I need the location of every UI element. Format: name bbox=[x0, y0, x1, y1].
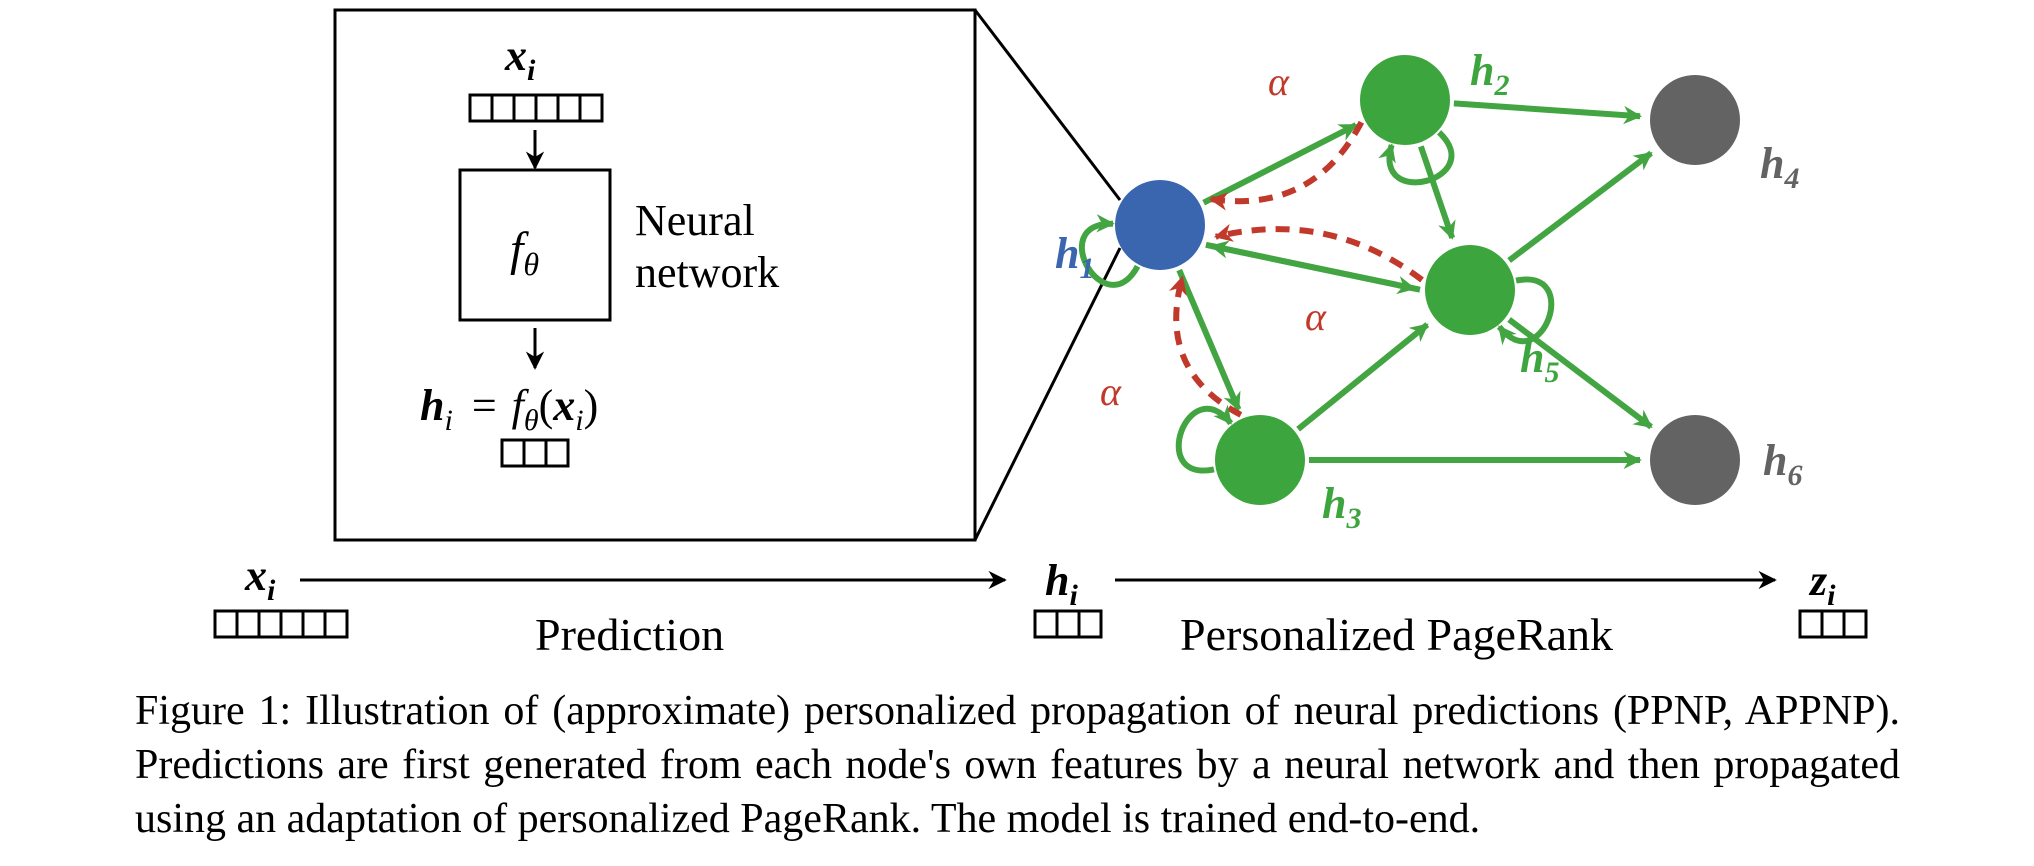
graph-node bbox=[1650, 415, 1740, 505]
svg-text:h5: h5 bbox=[1520, 333, 1559, 389]
edge bbox=[1298, 325, 1427, 430]
edge bbox=[1212, 246, 1420, 290]
edge bbox=[1421, 146, 1452, 238]
svg-text:α: α bbox=[1305, 294, 1327, 339]
svg-text:xi: xi bbox=[244, 551, 276, 607]
svg-text:h4: h4 bbox=[1760, 139, 1799, 195]
svg-text:h3: h3 bbox=[1322, 479, 1361, 535]
prediction-label: Prediction bbox=[535, 609, 724, 660]
nn-function-box bbox=[460, 170, 610, 320]
svg-text:network: network bbox=[635, 248, 779, 297]
graph-node bbox=[1425, 245, 1515, 335]
svg-text:hi: hi bbox=[1045, 556, 1078, 612]
svg-text:α: α bbox=[1100, 369, 1122, 414]
graph-node bbox=[1360, 55, 1450, 145]
edge bbox=[1509, 153, 1651, 260]
svg-text:zi: zi bbox=[1808, 556, 1836, 612]
svg-text:α: α bbox=[1268, 59, 1290, 104]
svg-text:Neural: Neural bbox=[635, 196, 755, 245]
svg-text:h6: h6 bbox=[1763, 436, 1802, 492]
edge bbox=[1179, 270, 1238, 409]
edge bbox=[1454, 103, 1640, 116]
graph-node bbox=[1115, 180, 1205, 270]
pagerank-label: Personalized PageRank bbox=[1180, 609, 1613, 660]
svg-text:h2: h2 bbox=[1470, 46, 1509, 102]
graph-node bbox=[1650, 75, 1740, 165]
graph-node bbox=[1215, 415, 1305, 505]
svg-text:h1: h1 bbox=[1055, 229, 1094, 285]
figure-caption: Figure 1: Illustration of (approximate) … bbox=[135, 685, 1900, 846]
